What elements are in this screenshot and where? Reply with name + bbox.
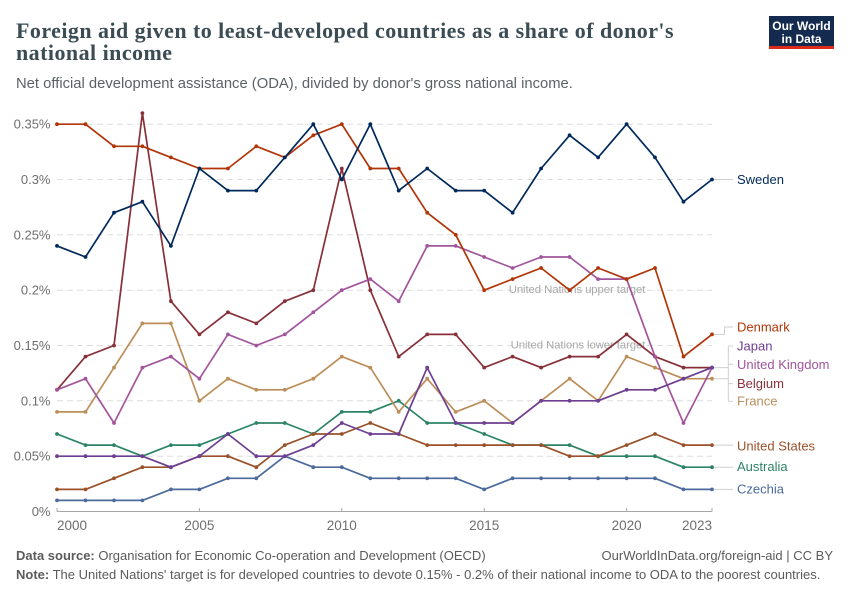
svg-text:2015: 2015 — [469, 518, 499, 533]
svg-text:Denmark: Denmark — [737, 320, 790, 335]
svg-text:0.3%: 0.3% — [21, 172, 51, 187]
svg-text:0%: 0% — [32, 504, 51, 519]
svg-text:2005: 2005 — [184, 518, 214, 533]
svg-text:Czechia: Czechia — [737, 481, 785, 496]
svg-text:2010: 2010 — [327, 518, 357, 533]
svg-text:2020: 2020 — [612, 518, 642, 533]
svg-text:United Nations lower target: United Nations lower target — [511, 340, 647, 352]
svg-text:Belgium: Belgium — [737, 376, 784, 391]
svg-text:0.1%: 0.1% — [21, 393, 51, 408]
svg-text:United Nations upper target: United Nations upper target — [509, 284, 647, 296]
svg-text:0.35%: 0.35% — [14, 117, 51, 132]
svg-text:0.15%: 0.15% — [14, 338, 51, 353]
svg-text:France: France — [737, 394, 777, 409]
svg-text:2023: 2023 — [682, 518, 712, 533]
svg-text:Australia: Australia — [737, 459, 788, 474]
svg-text:2000: 2000 — [57, 518, 87, 533]
svg-text:United States: United States — [737, 439, 816, 454]
svg-text:0.05%: 0.05% — [14, 449, 51, 464]
svg-text:Japan: Japan — [737, 339, 772, 354]
svg-text:United Kingdom: United Kingdom — [737, 357, 830, 372]
svg-text:0.25%: 0.25% — [14, 227, 51, 242]
svg-text:Sweden: Sweden — [737, 172, 784, 187]
svg-text:0.2%: 0.2% — [21, 283, 51, 298]
